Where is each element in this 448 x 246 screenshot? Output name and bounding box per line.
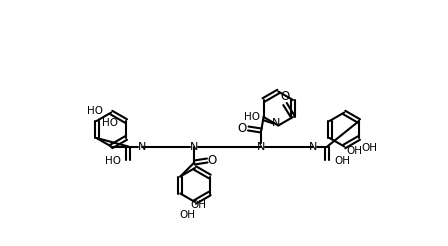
Text: HO: HO [105, 155, 121, 166]
Text: OH: OH [190, 200, 206, 210]
Text: HO: HO [102, 118, 118, 128]
Text: N: N [257, 141, 266, 152]
Text: O: O [208, 154, 217, 167]
Text: N: N [138, 141, 146, 152]
Text: N: N [309, 141, 318, 152]
Text: OH: OH [361, 143, 377, 153]
Text: O: O [237, 122, 247, 135]
Text: OH: OH [179, 210, 195, 220]
Text: HO: HO [244, 112, 260, 123]
Text: OH: OH [346, 145, 362, 155]
Text: N: N [272, 119, 280, 128]
Text: HO: HO [87, 106, 103, 116]
Text: OH: OH [334, 155, 350, 166]
Text: O: O [280, 91, 289, 104]
Text: N: N [190, 141, 198, 152]
